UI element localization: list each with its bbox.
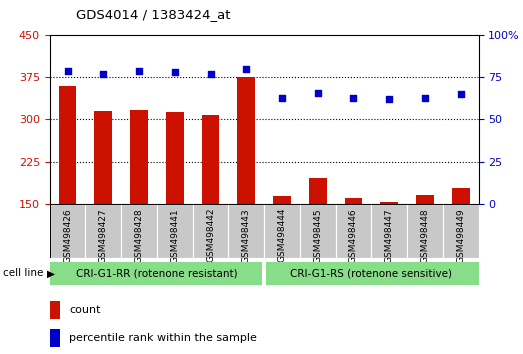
Text: GSM498427: GSM498427 bbox=[99, 208, 108, 263]
Text: CRI-G1-RR (rotenone resistant): CRI-G1-RR (rotenone resistant) bbox=[76, 268, 238, 279]
Bar bbox=[166, 112, 184, 204]
Bar bbox=[273, 196, 291, 204]
Point bbox=[242, 66, 251, 72]
Text: GSM498428: GSM498428 bbox=[134, 208, 143, 263]
Bar bbox=[266, 262, 479, 285]
Bar bbox=[345, 198, 362, 204]
Bar bbox=[452, 188, 470, 204]
Text: GSM498444: GSM498444 bbox=[278, 208, 287, 262]
Bar bbox=[50, 204, 85, 258]
Point bbox=[420, 95, 429, 101]
Point bbox=[99, 71, 108, 77]
Bar bbox=[192, 204, 229, 258]
Point bbox=[170, 70, 179, 75]
Point bbox=[313, 90, 322, 96]
Bar bbox=[371, 204, 407, 258]
Bar bbox=[121, 204, 157, 258]
Text: GSM498448: GSM498448 bbox=[420, 208, 429, 263]
Bar bbox=[94, 111, 112, 204]
Text: GSM498426: GSM498426 bbox=[63, 208, 72, 263]
Text: ▶: ▶ bbox=[47, 268, 55, 279]
Bar bbox=[336, 204, 371, 258]
Bar bbox=[229, 204, 264, 258]
Bar bbox=[157, 204, 192, 258]
Text: GSM498441: GSM498441 bbox=[170, 208, 179, 263]
Point bbox=[135, 68, 143, 74]
Bar bbox=[85, 204, 121, 258]
Text: percentile rank within the sample: percentile rank within the sample bbox=[69, 333, 257, 343]
Bar bbox=[443, 204, 479, 258]
Text: GSM498443: GSM498443 bbox=[242, 208, 251, 263]
Text: GSM498447: GSM498447 bbox=[385, 208, 394, 263]
Text: cell line: cell line bbox=[4, 268, 47, 279]
Bar bbox=[300, 204, 336, 258]
Bar bbox=[407, 204, 443, 258]
Bar bbox=[237, 78, 255, 204]
Text: CRI-G1-RS (rotenone sensitive): CRI-G1-RS (rotenone sensitive) bbox=[290, 268, 452, 279]
Bar bbox=[50, 301, 60, 319]
Bar bbox=[50, 262, 263, 285]
Point bbox=[457, 91, 465, 97]
Bar bbox=[59, 86, 76, 204]
Text: GSM498446: GSM498446 bbox=[349, 208, 358, 263]
Point bbox=[206, 71, 214, 77]
Point bbox=[278, 95, 286, 101]
Text: GSM498445: GSM498445 bbox=[313, 208, 322, 263]
Text: GSM498449: GSM498449 bbox=[456, 208, 465, 263]
Bar bbox=[264, 204, 300, 258]
Point bbox=[349, 95, 358, 101]
Bar bbox=[201, 115, 220, 204]
Point bbox=[63, 68, 72, 74]
Bar bbox=[50, 329, 60, 347]
Bar bbox=[380, 202, 398, 204]
Bar bbox=[130, 110, 148, 204]
Point bbox=[385, 96, 393, 102]
Bar bbox=[416, 195, 434, 204]
Text: GSM498442: GSM498442 bbox=[206, 208, 215, 262]
Bar bbox=[309, 178, 327, 204]
Text: GDS4014 / 1383424_at: GDS4014 / 1383424_at bbox=[76, 8, 230, 21]
Text: count: count bbox=[69, 305, 100, 315]
